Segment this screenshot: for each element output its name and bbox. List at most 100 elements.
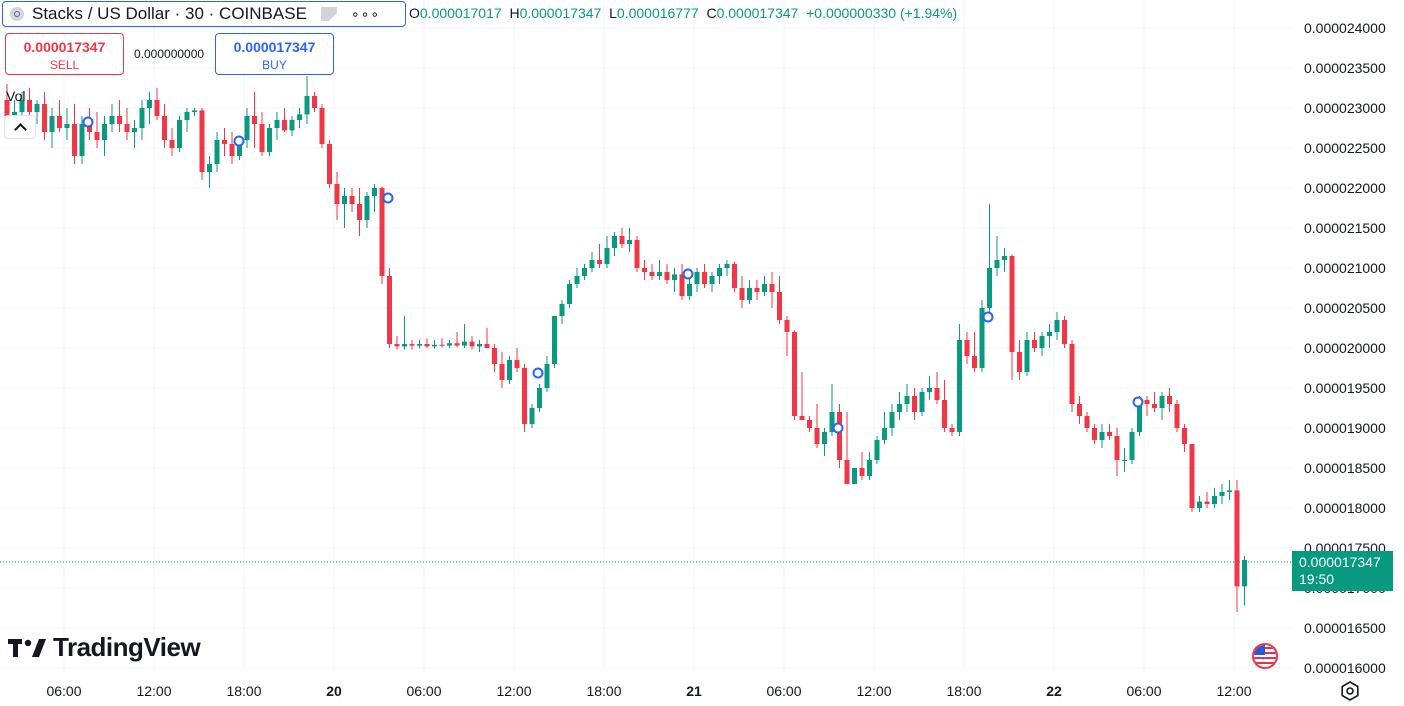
candle xyxy=(612,232,617,256)
close-value: 0.000017347 xyxy=(716,5,799,21)
candle xyxy=(42,92,47,140)
candle xyxy=(522,364,527,432)
event-marker[interactable] xyxy=(532,367,544,379)
candle xyxy=(537,384,542,412)
event-marker[interactable] xyxy=(82,116,94,128)
candle xyxy=(274,112,280,140)
candle xyxy=(1167,388,1172,412)
event-marker[interactable] xyxy=(982,311,994,323)
candle xyxy=(117,100,122,132)
low-label: L xyxy=(609,5,617,21)
candle xyxy=(1062,316,1067,348)
candle xyxy=(124,108,130,140)
candle xyxy=(754,280,760,300)
candle xyxy=(1024,332,1030,376)
tradingview-logo[interactable]: TradingView xyxy=(8,632,201,663)
candle xyxy=(747,280,752,304)
buy-price: 0.000017347 xyxy=(233,39,316,55)
candle xyxy=(1197,496,1202,512)
close-label: C xyxy=(706,5,717,21)
candle xyxy=(717,264,722,284)
candle xyxy=(289,116,295,136)
symbol-title[interactable]: Stacks / US Dollar · 30 · COINBASE xyxy=(32,4,307,23)
candle xyxy=(1227,480,1232,500)
candle xyxy=(904,384,910,412)
us-flag-icon[interactable] xyxy=(1252,643,1278,669)
candle xyxy=(49,108,55,148)
time-tick-label: 22 xyxy=(1046,683,1062,699)
settings-icon[interactable] xyxy=(1340,681,1360,701)
candle xyxy=(432,340,437,349)
sell-button[interactable]: 0.000017347 SELL xyxy=(5,33,124,75)
candle xyxy=(1054,312,1060,340)
event-markers[interactable] xyxy=(82,116,1144,434)
event-marker[interactable] xyxy=(233,135,245,147)
candle xyxy=(94,112,100,148)
collapse-legend-button[interactable] xyxy=(4,115,36,139)
high-label: H xyxy=(509,5,520,21)
candle xyxy=(807,416,812,432)
symbol-legend[interactable]: Stacks / US Dollar · 30 · COINBASE ∘∘∘ xyxy=(2,1,406,27)
candle xyxy=(1084,412,1090,432)
candle xyxy=(792,330,797,420)
time-tick-label: 18:00 xyxy=(226,683,261,699)
candle xyxy=(1039,332,1045,356)
candle xyxy=(679,264,685,300)
flag-icon[interactable] xyxy=(320,7,337,21)
candle xyxy=(454,332,460,348)
candle xyxy=(642,260,647,280)
price-tick-label: 0.000020000 xyxy=(1304,340,1386,356)
candle xyxy=(1159,392,1165,420)
candle xyxy=(1144,396,1150,416)
brand-name: TradingView xyxy=(53,632,201,662)
candle xyxy=(109,104,115,132)
event-marker[interactable] xyxy=(1132,396,1144,408)
candle xyxy=(162,104,167,148)
candle xyxy=(507,356,512,384)
buy-button[interactable]: 0.000017347 BUY xyxy=(215,33,334,75)
tradingview-logo-icon xyxy=(8,638,46,657)
candle xyxy=(649,264,655,280)
price-tick-label: 0.000022500 xyxy=(1304,140,1386,156)
event-marker[interactable] xyxy=(382,192,394,204)
candle xyxy=(154,88,160,120)
candle xyxy=(199,108,205,180)
candle xyxy=(1182,424,1187,452)
price-axis[interactable]: 0.000024000 0.000023500 0.000023000 0.00002… xyxy=(1304,20,1386,676)
candle xyxy=(957,324,962,436)
candle xyxy=(762,276,767,296)
candle xyxy=(102,116,107,156)
event-marker[interactable] xyxy=(682,268,694,280)
candle xyxy=(469,336,475,350)
last-price-value: 0.000017347 xyxy=(1299,554,1381,570)
event-marker[interactable] xyxy=(832,422,844,434)
price-tick-label: 0.000016000 xyxy=(1304,660,1386,676)
price-tick-label: 0.000024000 xyxy=(1304,20,1386,36)
candle xyxy=(409,340,415,350)
candle xyxy=(139,100,145,140)
candle xyxy=(664,264,670,284)
time-axis[interactable]: 06:00 12:00 18:00 20 06:00 12:00 18:00 21 06:00 1… xyxy=(46,683,1251,699)
candle xyxy=(244,108,250,148)
candle xyxy=(57,100,62,132)
candle xyxy=(814,404,820,448)
candle xyxy=(34,100,40,124)
candle xyxy=(27,88,32,116)
candle xyxy=(852,468,857,484)
candle xyxy=(424,338,430,348)
last-price-tag: 0.000017347 19:50 xyxy=(1292,551,1393,591)
candle xyxy=(987,204,992,316)
candle xyxy=(282,108,287,132)
more-icon[interactable]: ∘∘∘ xyxy=(350,5,381,22)
candle xyxy=(964,332,970,364)
candle xyxy=(1032,332,1037,352)
candle xyxy=(582,264,587,280)
candle xyxy=(72,104,77,164)
volume-label[interactable]: Vol xyxy=(6,88,26,104)
candle xyxy=(529,404,535,428)
candle xyxy=(702,264,707,288)
time-tick-label: 06:00 xyxy=(46,683,81,699)
candle xyxy=(417,340,422,348)
candle xyxy=(379,186,385,284)
